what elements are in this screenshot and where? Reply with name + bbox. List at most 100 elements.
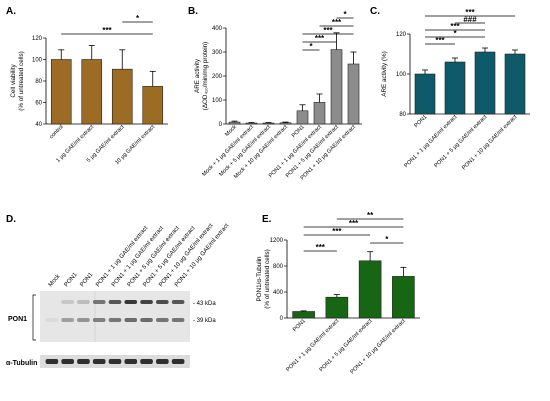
bar <box>414 73 436 115</box>
y-tick-label: 0 <box>280 316 284 322</box>
panel-label-b: B. <box>188 6 198 17</box>
bar <box>262 122 275 125</box>
significance-label: *** <box>102 26 112 35</box>
significance-label: *** <box>316 243 326 252</box>
panel-label-a: A. <box>6 6 16 17</box>
chart-b: 0 100 200 300 400 ARE activity(ΔOD₄₁₀/min/mg … <box>194 10 362 181</box>
blot-band-tubulin <box>140 359 153 364</box>
significance-label: * <box>385 235 389 244</box>
significance-label: *** <box>332 18 342 27</box>
significance-label: * <box>453 29 457 38</box>
y-axis-label: PON1/α-Tubulin(% of untreated cells) <box>256 249 271 309</box>
blot-band-39kda <box>171 318 185 322</box>
blot-band-43kda <box>77 300 90 304</box>
y-tick-label: 120 <box>32 36 43 42</box>
chart-a: 40 60 80 100 120 Cell viability(% of untreate… <box>10 14 168 166</box>
blot-band-39kda <box>108 318 122 322</box>
y-tick-label: 40 <box>35 122 42 128</box>
blot-band-tubulin <box>45 359 59 364</box>
x-tick-label: PON1 <box>291 124 306 139</box>
significance-label: *** <box>435 36 445 45</box>
y-tick-label: 300 <box>212 50 223 56</box>
blot-band-43kda <box>171 300 185 304</box>
blot-band-tubulin <box>156 359 169 364</box>
blot-band-39kda <box>124 318 138 322</box>
blot-lane-label: PON1 <box>79 271 95 288</box>
x-tick-label: PON1 <box>413 114 428 129</box>
x-tick-label: control <box>49 124 65 140</box>
blot-band-39kda <box>140 318 153 322</box>
bar <box>358 260 382 319</box>
blot-band-43kda <box>108 300 122 304</box>
bar <box>504 53 526 115</box>
blot-row-label-pon1: PON1 <box>8 316 27 323</box>
y-tick-label: 80 <box>399 112 406 118</box>
y-axis-label: Cell viability(% of untreated cells) <box>10 51 25 111</box>
significance-label: * <box>343 10 347 19</box>
bar <box>296 110 309 125</box>
panel-label-c: C. <box>370 6 380 17</box>
blot-lane-label: PON1 <box>64 271 80 288</box>
significance-label: *** <box>323 26 333 35</box>
y-tick-label: 80 <box>35 79 42 85</box>
significance-label: ** <box>367 211 374 220</box>
blot-band-43kda <box>156 300 169 304</box>
bar <box>313 102 326 125</box>
bar <box>279 122 292 125</box>
blot-lane-label: Mock <box>48 273 62 289</box>
x-tick-label: PON1 + 5 μg GAE/ml extract <box>433 114 488 169</box>
significance-label: ### <box>463 15 477 24</box>
x-tick-label: PON1 + 1 μg GAE/ml extract <box>403 114 458 169</box>
blot-band-39kda <box>77 318 90 322</box>
blot-band-tubulin <box>61 359 74 364</box>
blot-band-tubulin <box>77 359 90 364</box>
y-tick-label: 120 <box>396 32 407 38</box>
significance-label: *** <box>465 8 475 17</box>
bar <box>347 63 360 125</box>
chart-e: 0 400 800 1200 PON1/α-Tubulin(% of untreated… <box>256 211 420 375</box>
y-tick-label: 1200 <box>270 238 284 244</box>
x-tick-label: Mock <box>224 124 238 138</box>
bar <box>50 59 72 125</box>
panel-label-e: E. <box>262 214 272 225</box>
y-axis-label: ARE activity (%) <box>381 51 388 96</box>
bar <box>111 68 133 125</box>
y-tick-label: 200 <box>212 74 223 80</box>
bar <box>228 121 241 125</box>
blot-bracket <box>32 294 36 341</box>
y-tick-label: 60 <box>35 101 42 107</box>
blot-band-tubulin <box>171 359 185 364</box>
bar <box>392 276 415 319</box>
significance-label: * <box>309 42 313 51</box>
blot-band-43kda <box>61 300 74 304</box>
blot-marker-43kda: - 43 kDa <box>193 301 216 307</box>
x-tick-label: PON1 <box>292 318 307 333</box>
y-tick-label: 100 <box>32 58 43 64</box>
bar <box>330 49 343 125</box>
significance-label: *** <box>315 34 325 43</box>
blot-band-39kda <box>61 318 74 322</box>
bar <box>474 51 496 115</box>
y-tick-label: 0 <box>219 122 223 128</box>
significance-label: *** <box>450 22 460 31</box>
panel-label-d: D. <box>6 214 16 225</box>
y-tick-label: 100 <box>212 98 223 104</box>
bar <box>245 122 258 125</box>
blot-band-tubulin <box>108 359 122 364</box>
bar <box>142 86 164 125</box>
significance-label: *** <box>349 219 359 228</box>
bar <box>292 311 315 319</box>
y-tick-label: 400 <box>212 26 223 32</box>
blot-marker-39kda: - 39 kDa <box>193 318 216 324</box>
x-tick-label: PON1 + 10 μg GAE/ml extract <box>461 114 519 172</box>
blot-band-39kda <box>92 318 106 322</box>
y-tick-label: 800 <box>273 264 284 270</box>
y-axis-label: ARE activity(ΔOD₄₁₀/min/mg protein) <box>194 42 209 111</box>
significance-label: *** <box>332 227 342 236</box>
blot-band-tubulin <box>124 359 138 364</box>
bar <box>81 59 103 125</box>
blot-band-43kda <box>140 300 153 304</box>
blot-band-43kda <box>92 300 106 304</box>
